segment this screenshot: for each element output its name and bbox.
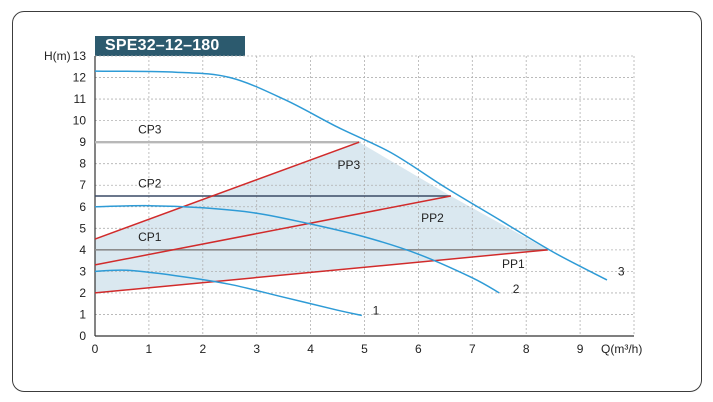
speed-curve-1 (94, 269, 362, 317)
y-tick-label: 9 (79, 135, 86, 149)
y-tick-label: 13 (73, 49, 87, 63)
x-tick-label: 0 (92, 342, 99, 356)
y-tick-label: 5 (79, 221, 86, 235)
annotation-1: 1 (373, 303, 380, 317)
x-tick-label: 7 (469, 342, 476, 356)
y-tick-label: 6 (79, 200, 86, 214)
annotation-3: 3 (618, 265, 625, 279)
speed-curve-3 (94, 70, 608, 281)
x-tick-label: 4 (307, 342, 314, 356)
y-tick-label: 11 (74, 92, 87, 106)
y-tick-label: 4 (79, 243, 86, 257)
chart-title: SPE32–12–180 (95, 36, 245, 56)
y-tick-label: 7 (79, 178, 86, 192)
x-tick-label: 1 (146, 342, 153, 356)
annotation-pp3: PP3 (338, 158, 361, 172)
y-tick-label: 12 (73, 71, 87, 85)
x-tick-label: 3 (253, 342, 260, 356)
y-tick-label: 1 (79, 307, 86, 321)
y-axis-label: H(m) (44, 49, 71, 63)
x-tick-label: 6 (415, 342, 422, 356)
speed-curve-2 (94, 204, 500, 294)
chart-frame (12, 11, 702, 392)
annotation-pp1: PP1 (502, 257, 525, 271)
annotation-2: 2 (513, 282, 520, 296)
y-tick-label: 3 (79, 264, 86, 278)
x-tick-label: 5 (361, 342, 368, 356)
x-tick-label: 9 (577, 342, 584, 356)
x-tick-label: 8 (523, 342, 530, 356)
y-tick-label: 0 (79, 329, 86, 343)
annotation-cp2: CP2 (138, 176, 162, 190)
annotation-pp2: PP2 (421, 211, 444, 225)
y-tick-label: 2 (79, 286, 86, 300)
pp-line-pp3 (94, 141, 360, 240)
pp-line-pp1 (94, 249, 548, 294)
y-tick-label: 10 (73, 114, 87, 128)
annotation-cp1: CP1 (138, 230, 162, 244)
pp-line-pp2 (94, 195, 451, 266)
y-tick-label: 8 (79, 157, 86, 171)
annotation-cp3: CP3 (138, 123, 162, 137)
operating-region (95, 142, 548, 293)
x-tick-label: 2 (199, 342, 206, 356)
x-axis-label: Q(m³/h) (601, 342, 642, 356)
